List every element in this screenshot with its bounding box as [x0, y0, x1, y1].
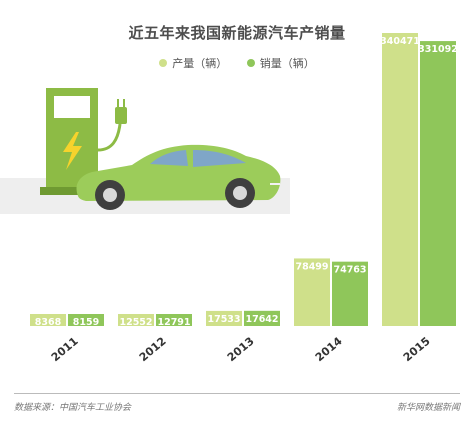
x-tick-labels-layer: 2011 2012 2013 2014 2015 — [49, 334, 433, 364]
value-label-production-2011: 8368 — [35, 317, 62, 328]
value-label-sales-2015: 331092 — [418, 44, 458, 55]
value-labels-layer: 8368 8159 12552 12791 17533 17642 78499 74763 34… — [35, 36, 458, 328]
bar-sales-2014 — [332, 261, 368, 326]
x-tick-label-2014: 2014 — [313, 334, 345, 364]
value-label-production-2013: 17533 — [207, 314, 240, 325]
legend-label-production: 产量（辆） — [172, 57, 228, 70]
credit-label: 新华网数据新闻 — [396, 403, 460, 413]
value-label-production-2015: 340471 — [380, 36, 420, 47]
bar-production-2011 — [30, 314, 66, 326]
chart-title: 近五年来我国新能源汽车产销量 — [128, 24, 346, 42]
bar-sales-2011 — [68, 314, 104, 326]
bar-production-2014 — [294, 258, 330, 326]
value-label-production-2014: 78499 — [295, 261, 328, 272]
legend-label-sales: 销量（辆） — [259, 57, 315, 70]
electric-car-icon — [76, 144, 281, 210]
value-label-production-2012: 12552 — [119, 317, 152, 328]
x-tick-label-2015: 2015 — [401, 334, 433, 364]
value-label-sales-2014: 74763 — [333, 265, 366, 276]
legend-item-sales: 销量（辆） — [246, 55, 315, 71]
bar-sales-2013 — [244, 310, 280, 326]
footer-divider — [14, 393, 460, 394]
value-label-sales-2013: 17642 — [245, 314, 278, 325]
bar-production-2015 — [382, 33, 418, 326]
bar-production-2012 — [118, 314, 154, 326]
legend-item-production: 产量（辆） — [159, 55, 227, 71]
bar-production-2013 — [206, 310, 242, 326]
bar-sales-2015 — [420, 41, 456, 326]
value-label-sales-2011: 8159 — [73, 317, 99, 328]
x-tick-label-2012: 2012 — [137, 334, 169, 364]
legend-dot-production — [159, 59, 168, 67]
charging-station-icon — [40, 88, 127, 195]
legend: 产量（辆） 销量（辆） — [0, 55, 474, 71]
data-source: 数据来源：中国汽车工业协会 — [14, 403, 132, 413]
legend-dot-sales — [246, 59, 255, 67]
x-tick-label-2011: 2011 — [49, 334, 81, 364]
x-tick-label-2013: 2013 — [225, 334, 257, 364]
value-label-sales-2012: 12791 — [157, 317, 190, 328]
bars-layer — [30, 33, 456, 326]
bar-sales-2012 — [156, 314, 192, 326]
